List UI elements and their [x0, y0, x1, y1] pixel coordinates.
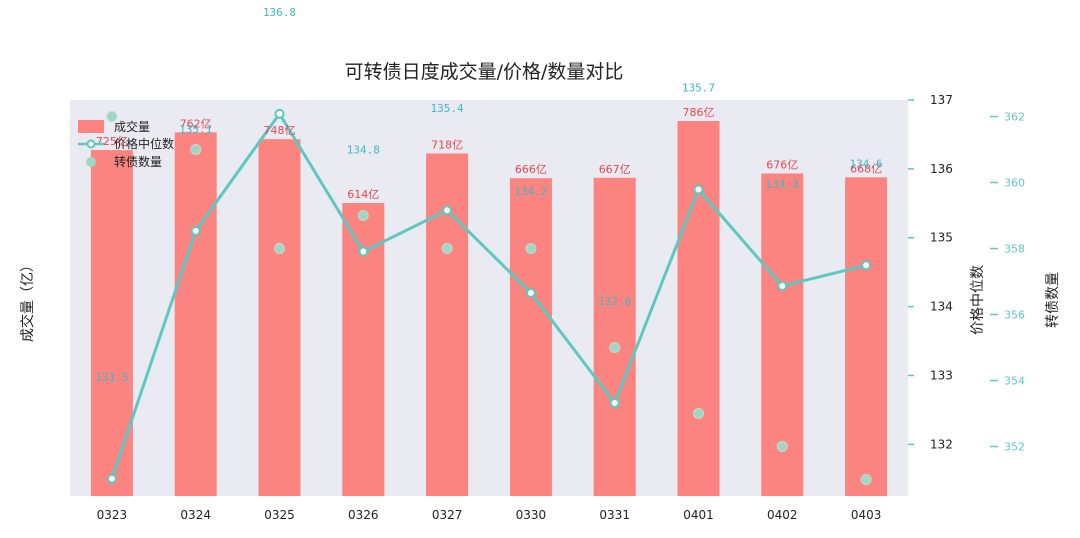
price-label: 131.5 [95, 371, 128, 384]
price-label: 135.1 [179, 123, 212, 136]
count-tick-label: 358 [1004, 243, 1025, 256]
legend-scatter-marker [86, 157, 96, 167]
bar [426, 153, 469, 496]
chart-title: 可转债日度成交量/价格/数量对比 [345, 61, 624, 83]
count-point [860, 474, 872, 485]
x-tick-label: 0326 [348, 508, 379, 522]
count-tick-label: 360 [1004, 177, 1025, 190]
price-label: 134.3 [766, 178, 799, 191]
bar [258, 139, 301, 496]
count-point [525, 243, 537, 254]
count-point [441, 243, 453, 254]
x-tick-label: 0323 [97, 508, 128, 522]
count-point [106, 111, 118, 122]
bar-label: 762亿 [180, 117, 212, 130]
x-tick-label: 0402 [767, 508, 798, 522]
price-label: 132.6 [598, 295, 631, 308]
x-tick-label: 0330 [516, 508, 547, 522]
price-tick-label: 132 [930, 437, 953, 451]
price-label: 136.8 [263, 6, 296, 19]
price-tick-label: 135 [930, 231, 953, 245]
price-tick-label: 136 [930, 162, 953, 176]
legend-bar-swatch [78, 120, 104, 133]
count-point [693, 408, 704, 419]
price-point [525, 287, 536, 298]
x-axis: 0323 0324 0325 0326 0327 0330 0331 0401 0402 0403 [97, 508, 882, 522]
x-tick-label: 0331 [599, 508, 630, 522]
price-axis: 132 133 134 135 136 137 [908, 93, 953, 451]
scatter-series [106, 111, 872, 485]
price-tick-label: 133 [930, 368, 953, 382]
bar [845, 177, 888, 496]
bar-label: 614亿 [347, 188, 379, 201]
bar [677, 120, 720, 496]
count-point [357, 210, 369, 221]
price-tick-label: 134 [930, 300, 953, 314]
legend-scatter-label: 转债数量 [114, 154, 162, 169]
price-point [693, 184, 704, 195]
y-left-label: 成交量（亿） [19, 258, 36, 342]
count-tick-label: 352 [1004, 441, 1025, 454]
price-label: 134.6 [850, 157, 883, 170]
count-point [190, 144, 202, 155]
y-right1-label: 价格中位数 [970, 265, 986, 335]
price-point [358, 246, 369, 257]
price-point [274, 108, 285, 119]
x-tick-label: 0401 [683, 508, 714, 522]
bar-label: 667亿 [599, 163, 631, 176]
x-tick-label: 0403 [851, 508, 882, 522]
price-point [106, 473, 117, 484]
price-label: 135.7 [682, 82, 715, 95]
legend: 成交量 价格中位数 转债数量 [78, 119, 174, 169]
price-point [190, 225, 201, 236]
price-label: 135.4 [431, 102, 464, 115]
count-point [609, 342, 621, 353]
x-tick-label: 0325 [264, 508, 295, 522]
count-tick-label: 362 [1004, 111, 1025, 124]
bar-label: 666亿 [515, 163, 547, 176]
legend-line-label: 价格中位数 [114, 136, 174, 151]
count-point [274, 243, 285, 254]
line-labels: 131.5 135.1 136.8 134.8 135.4 134.2 132.6 135.7… [95, 6, 882, 384]
price-point [609, 398, 620, 409]
bar [174, 132, 217, 497]
x-tick-label: 0327 [432, 508, 463, 522]
count-axis: 352 354 356 358 360 362 [990, 111, 1025, 454]
x-tick-label: 0324 [180, 508, 211, 522]
y-right2-label: 转债数量 [1045, 272, 1061, 328]
count-point [776, 441, 788, 452]
bar [593, 177, 636, 496]
bar-label: 668亿 [850, 162, 882, 175]
bar-label: 786亿 [683, 106, 715, 119]
price-label: 134.8 [347, 144, 380, 157]
price-point [777, 280, 788, 291]
legend-bar-label: 成交量 [114, 119, 150, 134]
bar-label: 748亿 [264, 124, 296, 137]
bar-label: 718亿 [431, 138, 463, 151]
price-line [110, 112, 867, 480]
price-point [442, 205, 453, 216]
price-label: 134.2 [514, 185, 547, 198]
line-series [106, 108, 872, 484]
bar-label: 676亿 [766, 158, 798, 171]
bar [509, 178, 552, 496]
count-tick-label: 354 [1004, 375, 1025, 388]
price-point [861, 260, 872, 271]
legend-line-marker [86, 139, 96, 149]
count-tick-label: 356 [1004, 309, 1025, 322]
bar [90, 150, 133, 497]
price-tick-label: 137 [930, 93, 953, 107]
